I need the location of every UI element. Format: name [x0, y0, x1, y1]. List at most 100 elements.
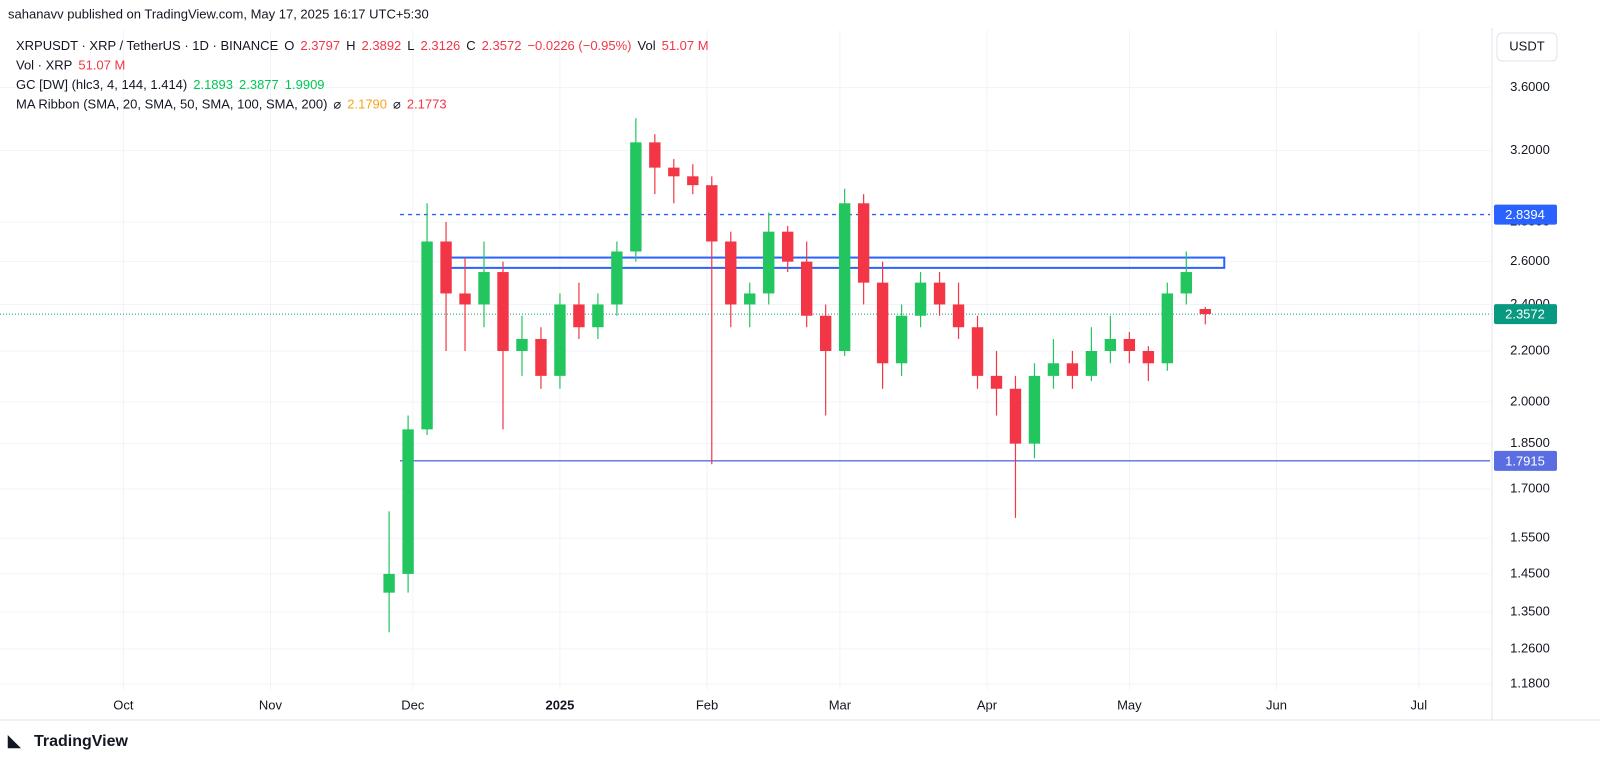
candle-body — [383, 573, 395, 593]
candle-body — [1009, 388, 1022, 444]
candle-body — [1199, 309, 1211, 315]
legend-item: O — [284, 38, 294, 53]
legend-row: MA Ribbon (SMA, 20, SMA, 50, SMA, 100, S… — [16, 97, 447, 112]
legend-item: 2.1893 — [193, 77, 233, 92]
price-tag — [1494, 450, 1557, 471]
logo-icon: ◣ — [7, 733, 22, 750]
legend-item: 2.1790 — [347, 97, 387, 112]
legend-item: 51.07 M — [78, 58, 125, 73]
legend-item: Vol · XRP — [16, 58, 72, 73]
x-tick-label: Nov — [259, 697, 283, 712]
y-tick-label: 1.4500 — [1510, 565, 1550, 580]
y-tick-label: 1.7000 — [1510, 480, 1550, 495]
price-tag-label: 2.3572 — [1505, 307, 1545, 322]
legend-item: ⌀ — [333, 97, 341, 112]
price-tag — [1494, 204, 1557, 225]
candle-body — [1161, 293, 1174, 364]
currency-button[interactable] — [1496, 32, 1558, 62]
candle-body — [497, 272, 509, 351]
candle-body — [1066, 363, 1079, 376]
x-tick-label: Dec — [401, 697, 425, 712]
candle-body — [459, 293, 471, 305]
candle-body — [554, 304, 566, 376]
candle-body — [1047, 363, 1060, 376]
candle-body — [857, 203, 870, 283]
price-tag-label: 2.8394 — [1505, 207, 1545, 222]
legend-item: Vol — [638, 38, 656, 53]
price-tag — [1494, 304, 1557, 325]
legend-item: H — [346, 38, 355, 53]
legend-row: GC [DW] (hlc3, 4, 144, 1.414) 2.1893 2.387… — [16, 77, 325, 92]
candle-body — [876, 282, 889, 364]
candle-body — [1104, 338, 1117, 351]
x-tick-label: 2025 — [545, 697, 574, 712]
candle-body — [1142, 350, 1155, 364]
candle-body — [516, 338, 528, 351]
candle-body — [819, 315, 832, 351]
candle-body — [933, 282, 946, 305]
legend-item: L — [407, 38, 414, 53]
legend-row: XRPUSDT · XRP / TetherUS · 1D · BINANCE O… — [16, 38, 709, 53]
legend-row: Vol · XRP 51.07 M — [16, 58, 125, 73]
candle-body — [1123, 338, 1136, 351]
legend-item: 1.9909 — [285, 77, 325, 92]
candle-body — [1028, 375, 1041, 444]
legend: XRPUSDT · XRP / TetherUS · 1D · BINANCE O… — [16, 38, 709, 112]
legend-item: XRPUSDT · XRP / TetherUS · 1D · BINANCE — [16, 38, 279, 53]
candle-body — [763, 231, 775, 294]
candle-body — [952, 304, 965, 328]
legend-item: 2.3126 — [421, 38, 461, 53]
candle-body — [725, 241, 737, 305]
legend-item: MA Ribbon (SMA, 20, SMA, 50, SMA, 100, S… — [16, 97, 327, 112]
candle-body — [440, 241, 452, 294]
candle-body — [687, 176, 699, 186]
candle-body — [914, 282, 927, 316]
x-tick-label: Feb — [696, 697, 718, 712]
legend-item: 51.07 M — [662, 38, 709, 53]
candle-body — [782, 231, 794, 262]
y-tick-label: 1.1800 — [1510, 676, 1550, 691]
y-tick-label: 2.6000 — [1510, 253, 1550, 268]
candle-body — [1085, 350, 1098, 376]
candle-body — [990, 375, 1003, 389]
candle-body — [971, 327, 984, 376]
candle-body — [649, 142, 661, 168]
plot — [0, 30, 1490, 690]
candle-body — [895, 315, 908, 364]
y-tick-label: 1.3500 — [1510, 604, 1550, 619]
legend-item: ⌀ — [393, 97, 401, 112]
y-tick-label: 1.5500 — [1510, 530, 1550, 545]
candle-body — [1180, 272, 1192, 294]
candle-body — [744, 293, 756, 305]
legend-item: C — [466, 38, 475, 53]
legend-item: 2.3572 — [482, 38, 522, 53]
price-tag-label: 1.7915 — [1505, 453, 1545, 468]
candle-body — [402, 429, 414, 574]
x-tick-label: Jul — [1411, 697, 1428, 712]
y-tick-label: 2.0000 — [1510, 393, 1550, 408]
candle-body — [611, 251, 623, 305]
x-tick-label: Apr — [977, 697, 998, 712]
y-tick-label: 1.8500 — [1510, 435, 1550, 450]
candle-body — [421, 241, 433, 430]
candle-body — [573, 304, 585, 328]
candle-body — [535, 338, 547, 376]
legend-item: −0.0226 (−0.95%) — [527, 38, 631, 53]
footer-logo: TradingView — [34, 733, 129, 750]
candle-body — [668, 167, 680, 177]
legend-item: 2.1773 — [407, 97, 447, 112]
currency[interactable]: USDT — [1509, 38, 1544, 53]
candle-body — [706, 185, 718, 242]
legend-item: 2.3797 — [300, 38, 340, 53]
legend-item: 2.3877 — [239, 77, 279, 92]
y-tick-label: 2.2000 — [1510, 342, 1550, 357]
candle-body — [478, 272, 490, 305]
y-tick-label: 1.2600 — [1510, 640, 1550, 655]
publisher: sahanavv published on TradingView.com, M… — [8, 6, 429, 21]
x-tick-label: Jun — [1266, 697, 1287, 712]
x-tick-label: Mar — [829, 697, 852, 712]
candle-body — [630, 142, 642, 252]
x-tick-label: Oct — [113, 697, 134, 712]
candle-body — [800, 261, 813, 316]
